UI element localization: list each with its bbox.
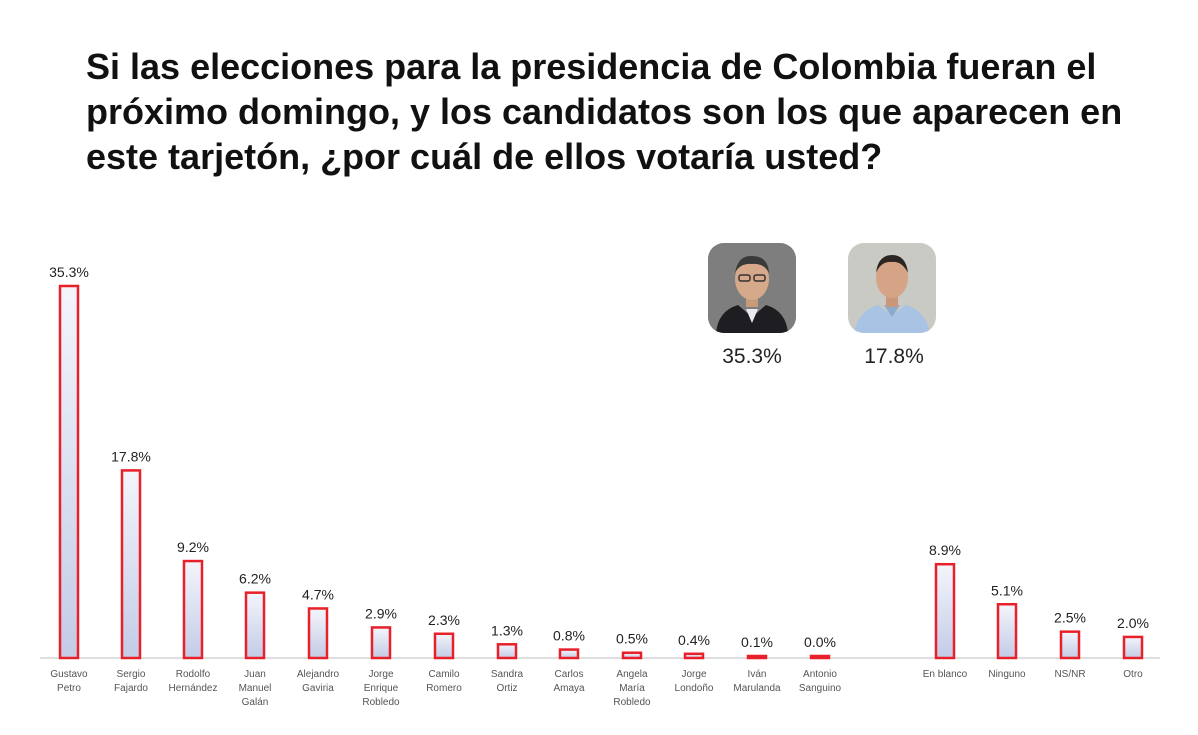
- category-label: Sandra Ortiz: [491, 669, 524, 694]
- candidate-photo-icon: [708, 243, 796, 333]
- bar: [809, 654, 831, 660]
- bar: [621, 651, 643, 660]
- bar-value-label: 2.5%: [1054, 610, 1086, 626]
- category-label: Iván Marulanda: [733, 669, 781, 694]
- highlight-value-label: 17.8%: [864, 345, 924, 368]
- category-label: NS/NR: [1054, 669, 1085, 680]
- bar-value-label: 2.9%: [365, 605, 397, 621]
- category-label: Angela María Robledo: [613, 669, 651, 708]
- bar: [934, 562, 956, 660]
- bar-value-label: 4.7%: [302, 586, 334, 602]
- bar-value-label: 0.8%: [553, 628, 585, 644]
- bar: [58, 284, 80, 660]
- bar: [433, 632, 455, 660]
- bar-value-label: 5.1%: [991, 582, 1023, 598]
- bar-value-label: 35.3%: [49, 264, 89, 280]
- category-label: Camilo Romero: [426, 669, 462, 694]
- bar: [496, 643, 518, 660]
- category-label: En blanco: [923, 669, 968, 680]
- category-label: Juan Manuel Galán: [239, 669, 272, 708]
- category-label: Otro: [1123, 669, 1143, 680]
- bar: [683, 652, 705, 660]
- candidate-photo-icon: [848, 243, 936, 333]
- bar: [996, 603, 1018, 660]
- category-label: Ninguno: [988, 669, 1026, 680]
- category-label: Jorge Londoño: [675, 669, 714, 694]
- bar: [307, 607, 329, 660]
- highlight-value-label: 35.3%: [722, 345, 782, 368]
- category-label: Rodolfo Hernández: [169, 669, 218, 694]
- bar: [244, 591, 266, 660]
- category-label: Sergio Fajardo: [114, 669, 148, 694]
- bar-value-label: 2.3%: [428, 612, 460, 628]
- chart-title: Si las elecciones para la presidencia de…: [86, 46, 1123, 177]
- bar-value-label: 0.4%: [678, 632, 710, 648]
- bar-value-label: 9.2%: [177, 539, 209, 555]
- category-label: Gustavo Petro: [50, 669, 88, 694]
- bar-value-label: 1.3%: [491, 622, 523, 638]
- bar-value-label: 2.0%: [1117, 615, 1149, 631]
- bar-value-label: 0.5%: [616, 631, 648, 647]
- bar: [746, 654, 768, 660]
- category-label: Antonio Sanguino: [799, 669, 842, 694]
- bar: [120, 469, 142, 660]
- bar-value-label: 17.8%: [111, 448, 151, 464]
- bar: [1122, 635, 1144, 660]
- bar-value-label: 0.1%: [741, 634, 773, 650]
- bar: [370, 626, 392, 660]
- bar-value-label: 8.9%: [929, 542, 961, 558]
- category-label: Carlos Amaya: [553, 669, 585, 694]
- category-label: Alejandro Gaviria: [297, 669, 340, 694]
- bar: [1059, 630, 1081, 660]
- bar: [182, 559, 204, 660]
- category-label: Jorge Enrique Robledo: [362, 669, 400, 708]
- bar: [558, 648, 580, 660]
- bar-value-label: 6.2%: [239, 571, 271, 587]
- bar-value-label: 0.0%: [804, 634, 836, 650]
